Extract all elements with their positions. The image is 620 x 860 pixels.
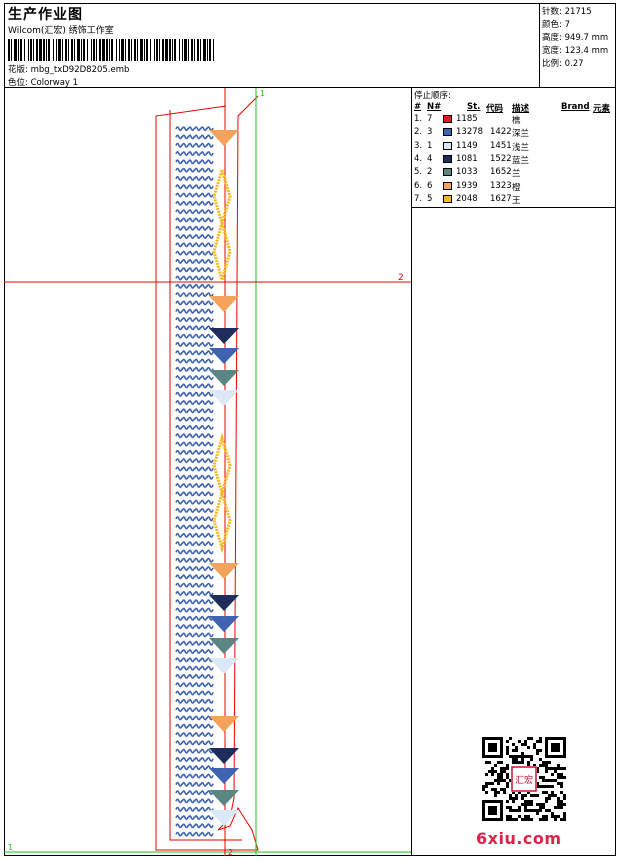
legend-idx: 7. (414, 193, 423, 204)
legend-code: 1652 (490, 167, 512, 178)
site-watermark: 6xiu.com (476, 829, 562, 848)
legend-desc: 兰 (512, 169, 521, 180)
legend-stitches: 1033 (456, 167, 478, 178)
stat-scale: 比例: 0.27 (542, 59, 584, 69)
legend-needle: 3 (427, 127, 433, 138)
legend-needle: 6 (427, 180, 433, 191)
legend-row: 6. 6 1939 1323 橙 (412, 181, 615, 194)
legend-needle: 5 (427, 193, 433, 204)
legend-desc: 橙 (512, 182, 521, 193)
legend-desc: 樵 (512, 116, 521, 126)
marker-bottom-left: 1 (8, 843, 13, 852)
legend-header-brand: Brand (561, 102, 590, 112)
motif-column (209, 130, 239, 826)
legend-code: 1451 (490, 140, 512, 151)
design-file: 花版: mbg_txD92D8205.emb (8, 63, 129, 75)
legend-stitches: 1081 (456, 153, 478, 164)
legend-stitches: 13278 (456, 127, 484, 138)
legend-needle: 4 (427, 153, 433, 164)
colorway-label: 色位: (8, 78, 28, 88)
legend-needle: 1 (427, 140, 433, 151)
color-swatch (443, 128, 452, 137)
legend-needle: 2 (427, 167, 433, 178)
legend-desc: 深兰 (512, 129, 530, 140)
sheet-frame (4, 3, 616, 856)
legend-code: 1627 (490, 193, 512, 204)
legend-row: 4. 4 1081 1522 蓝兰 (412, 154, 615, 167)
stat-colors: 颜色: 7 (542, 20, 570, 30)
color-swatch (443, 154, 452, 163)
color-swatch (443, 194, 452, 203)
legend-header-element: 元素 (593, 104, 611, 114)
legend-header-st: St. (467, 102, 481, 112)
notes-area: 汇宏 6xiu.com (411, 207, 616, 856)
legend-stitches: 1149 (456, 140, 478, 151)
design-file-name: mbg_txD92D8205.emb (30, 65, 130, 75)
legend-code: 1422 (490, 127, 512, 138)
legend-header-num: # (414, 102, 422, 112)
legend-idx: 1. (414, 114, 423, 124)
legend-desc: 蓝兰 (512, 155, 530, 166)
legend-idx: 2. (414, 127, 423, 138)
color-sequence-legend: 停止顺序: # N# St. 代码 描述 Brand 元素 1. 7 1185 樵 2.… (411, 88, 616, 208)
legend-row: 5. 2 1033 1652 兰 (412, 167, 615, 180)
stat-width: 宽度: 123.4 mm (542, 46, 609, 56)
design-outline (155, 95, 259, 851)
design-outline-inner (169, 110, 242, 841)
marker-bottom-center: 2 (228, 848, 233, 856)
legend-row: 7. 5 2048 1627 王 (412, 194, 615, 207)
legend-row: 2. 3 13278 1422 深兰 (412, 127, 615, 140)
marker-right: 2 (398, 273, 404, 283)
legend-code: 1522 (490, 153, 512, 164)
header-info: 生产作业图 Wilcom(汇宏) 绣饰工作室 花版: mbg_txD92D820… (4, 3, 540, 88)
legend-stitches: 2048 (456, 193, 478, 204)
legend-desc: 浅兰 (512, 142, 530, 153)
design-stats: 针数: 21715 颜色: 7 高度: 949.7 mm 宽度: 123.4 m… (539, 3, 616, 88)
legend-header-no: N# (427, 102, 442, 112)
legend-desc: 王 (512, 195, 521, 206)
legend-code: 1323 (490, 180, 512, 191)
barcode (8, 39, 214, 61)
color-swatch (443, 181, 452, 190)
color-swatch (443, 168, 452, 177)
legend-idx: 5. (414, 167, 423, 178)
marker-top: 1 (260, 89, 265, 98)
design-file-label: 花版: (8, 65, 28, 75)
legend-idx: 4. (414, 153, 423, 164)
legend-idx: 6. (414, 180, 423, 191)
legend-stitches: 1185 (456, 114, 478, 124)
legend-header-code: 代码 (486, 104, 504, 114)
stat-height: 高度: 949.7 mm (542, 33, 609, 43)
stat-stitches: 针数: 21715 (542, 7, 592, 17)
wave-pattern-column (175, 126, 214, 837)
legend-idx: 3. (414, 140, 423, 151)
legend-stitches: 1939 (456, 180, 478, 191)
legend-header-desc: 描述 (512, 104, 530, 114)
legend-title: 停止顺序: (414, 91, 451, 101)
qr-code: 汇宏 (482, 737, 566, 821)
page-title: 生产作业图 (8, 7, 83, 23)
legend-row: 1. 7 1185 樵 (412, 114, 615, 127)
company-name: Wilcom(汇宏) 绣饰工作室 (8, 26, 114, 36)
seal-text: 汇宏 (515, 774, 533, 786)
colorway: 色位: Colorway 1 (8, 76, 78, 88)
color-swatch (443, 141, 452, 150)
color-swatch (443, 115, 452, 123)
legend-needle: 7 (427, 114, 433, 124)
design-canvas: 1 2 1 2 (4, 88, 411, 856)
colorway-value: Colorway 1 (30, 78, 79, 88)
legend-row: 3. 1 1149 1451 浅兰 (412, 141, 615, 154)
